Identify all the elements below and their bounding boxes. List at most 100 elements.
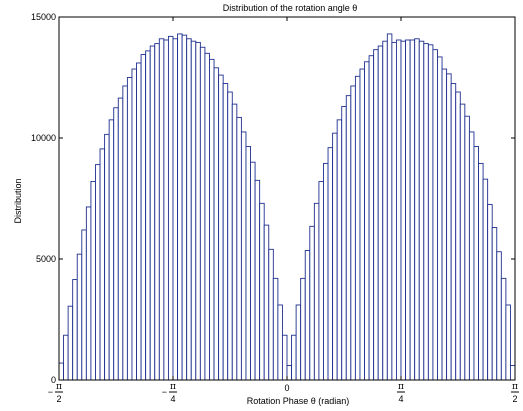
bar bbox=[76, 253, 83, 381]
bar bbox=[400, 40, 407, 381]
bar bbox=[272, 277, 279, 381]
bar bbox=[304, 250, 311, 381]
bar bbox=[177, 33, 183, 381]
x-tick-label: π2 bbox=[511, 382, 519, 404]
bar bbox=[122, 85, 128, 381]
x-tick-numerator: π bbox=[56, 382, 62, 392]
bar bbox=[427, 44, 434, 381]
bar bbox=[113, 107, 119, 381]
bar bbox=[240, 131, 247, 381]
bar bbox=[455, 91, 461, 381]
bar bbox=[254, 179, 261, 381]
bar bbox=[145, 50, 151, 381]
bar bbox=[332, 132, 338, 381]
bar bbox=[291, 334, 297, 381]
bar bbox=[186, 38, 192, 381]
bar bbox=[487, 204, 493, 381]
bar bbox=[341, 106, 347, 381]
x-tick-denominator: 2 bbox=[512, 394, 517, 404]
bar bbox=[81, 229, 87, 381]
bar bbox=[136, 62, 142, 381]
x-tick-denominator: 2 bbox=[56, 394, 61, 404]
x-tick-label: π4 bbox=[397, 382, 405, 404]
bar bbox=[373, 49, 379, 381]
bar bbox=[140, 54, 147, 381]
bar bbox=[437, 56, 443, 381]
bar bbox=[336, 119, 343, 381]
bar bbox=[364, 61, 370, 381]
bar bbox=[409, 39, 416, 381]
bar bbox=[286, 365, 293, 381]
bar bbox=[209, 58, 215, 381]
bar bbox=[500, 277, 507, 381]
bar bbox=[509, 365, 516, 381]
bar bbox=[368, 55, 375, 381]
bar bbox=[231, 103, 238, 381]
bar bbox=[236, 116, 242, 381]
bar bbox=[277, 304, 283, 381]
bar bbox=[478, 162, 484, 381]
x-tick-numerator: π bbox=[512, 382, 518, 392]
bar bbox=[446, 73, 452, 381]
bar bbox=[259, 202, 265, 381]
bar bbox=[464, 115, 470, 381]
bar bbox=[172, 38, 179, 381]
bar bbox=[250, 161, 256, 381]
bar bbox=[468, 131, 475, 381]
bar bbox=[327, 147, 334, 381]
bar bbox=[450, 83, 457, 381]
y-axis-label: Distribution bbox=[13, 178, 23, 223]
bar bbox=[167, 35, 174, 381]
bar bbox=[108, 119, 115, 381]
y-tick-label: 10000 bbox=[31, 133, 56, 143]
x-tick-sign: − bbox=[162, 387, 167, 397]
x-tick-denominator: 4 bbox=[398, 394, 403, 404]
bar bbox=[359, 68, 365, 381]
bar bbox=[190, 40, 197, 381]
x-tick-sign: − bbox=[48, 387, 53, 397]
bar bbox=[158, 38, 165, 381]
y-tick-label: 15000 bbox=[31, 12, 56, 22]
bar bbox=[354, 75, 361, 381]
bar bbox=[95, 164, 101, 381]
bar bbox=[391, 41, 397, 381]
bar bbox=[395, 39, 402, 381]
bar bbox=[318, 181, 324, 381]
bar bbox=[227, 91, 233, 381]
bar bbox=[213, 67, 220, 381]
bar bbox=[382, 40, 388, 381]
bar bbox=[491, 227, 498, 381]
bar bbox=[72, 279, 78, 381]
bar bbox=[117, 97, 124, 381]
bar bbox=[99, 148, 106, 381]
y-tick-label: 5000 bbox=[36, 254, 56, 264]
bar bbox=[505, 304, 511, 381]
y-tick-label: 0 bbox=[51, 375, 56, 385]
bar bbox=[377, 45, 384, 381]
bar bbox=[441, 68, 448, 381]
bar bbox=[423, 43, 429, 381]
bar bbox=[195, 41, 201, 381]
bar bbox=[496, 251, 502, 381]
bar bbox=[386, 33, 393, 381]
bar bbox=[405, 39, 411, 381]
bar bbox=[204, 52, 210, 381]
bar bbox=[263, 224, 270, 381]
bar bbox=[154, 43, 160, 381]
bar bbox=[313, 202, 320, 381]
bar bbox=[268, 248, 274, 381]
bar bbox=[63, 334, 69, 381]
bar bbox=[345, 95, 352, 381]
bar bbox=[350, 85, 356, 381]
bar bbox=[295, 304, 302, 381]
bar-series bbox=[58, 33, 516, 381]
bar bbox=[104, 133, 110, 381]
x-tick-label: 0 bbox=[284, 383, 289, 393]
bar bbox=[482, 178, 489, 381]
bar bbox=[181, 34, 188, 381]
bar bbox=[222, 83, 229, 381]
x-tick-numerator: π bbox=[170, 382, 176, 392]
bar bbox=[323, 162, 329, 381]
bar bbox=[149, 45, 156, 381]
